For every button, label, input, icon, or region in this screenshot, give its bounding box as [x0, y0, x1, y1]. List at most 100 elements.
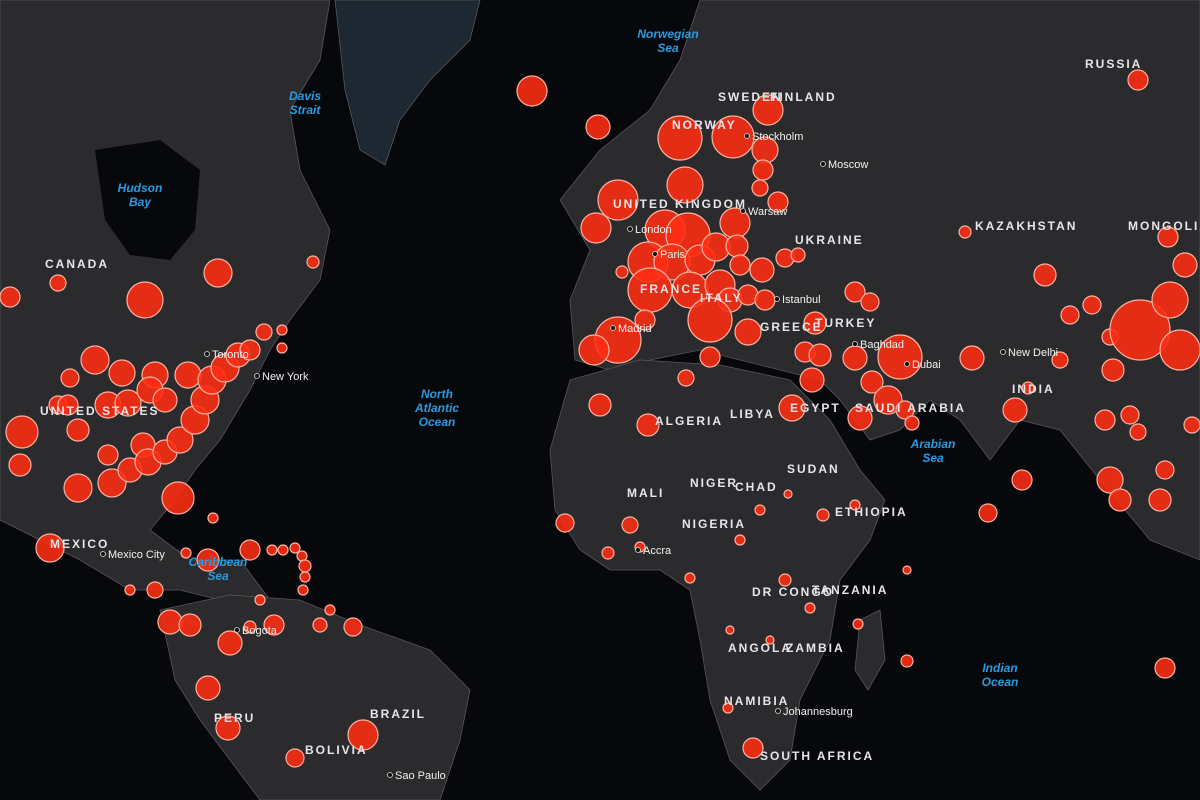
case-bubble[interactable] [666, 166, 704, 204]
case-bubble[interactable] [146, 581, 164, 599]
case-bubble[interactable] [783, 489, 793, 499]
case-bubble[interactable] [959, 345, 985, 371]
case-bubble[interactable] [1094, 409, 1116, 431]
case-bubble[interactable] [174, 361, 202, 389]
case-bubble[interactable] [752, 159, 774, 181]
case-bubble[interactable] [816, 508, 830, 522]
case-bubble[interactable] [877, 334, 923, 380]
case-bubble[interactable] [276, 324, 288, 336]
case-bubble[interactable] [1183, 416, 1200, 434]
case-bubble[interactable] [215, 715, 241, 741]
case-bubble[interactable] [1151, 281, 1189, 319]
case-bubble[interactable] [725, 625, 735, 635]
case-bubble[interactable] [80, 345, 110, 375]
case-bubble[interactable] [555, 513, 575, 533]
case-bubble[interactable] [161, 481, 195, 515]
case-bubble[interactable] [902, 565, 912, 575]
case-bubble[interactable] [621, 516, 639, 534]
case-bubble[interactable] [49, 274, 67, 292]
case-bubble[interactable] [289, 542, 301, 554]
case-bubble[interactable] [217, 630, 243, 656]
case-bubble[interactable] [8, 453, 32, 477]
case-bubble[interactable] [1011, 469, 1033, 491]
case-bubble[interactable] [239, 339, 261, 361]
case-bubble[interactable] [195, 675, 221, 701]
case-bubble[interactable] [306, 255, 320, 269]
case-bubble[interactable] [844, 281, 866, 303]
case-bubble[interactable] [752, 94, 784, 126]
case-bubble[interactable] [778, 394, 806, 422]
case-bubble[interactable] [66, 418, 90, 442]
case-bubble[interactable] [1127, 69, 1149, 91]
case-bubble[interactable] [57, 394, 79, 416]
case-bubble[interactable] [849, 499, 861, 511]
case-bubble[interactable] [126, 281, 164, 319]
case-bubble[interactable] [799, 367, 825, 393]
case-bubble[interactable] [729, 254, 751, 276]
case-bubble[interactable] [719, 207, 751, 239]
case-bubble[interactable] [299, 571, 311, 583]
case-bubble[interactable] [124, 584, 136, 596]
case-bubble[interactable] [114, 389, 142, 417]
case-bubble[interactable] [860, 370, 884, 394]
case-bubble[interactable] [804, 602, 816, 614]
case-bubble[interactable] [978, 503, 998, 523]
case-bubble[interactable] [1082, 295, 1102, 315]
case-bubble[interactable] [803, 311, 827, 335]
case-bubble[interactable] [585, 114, 611, 140]
case-bubble[interactable] [203, 258, 233, 288]
case-bubble[interactable] [900, 654, 914, 668]
case-bubble[interactable] [266, 544, 278, 556]
case-bubble[interactable] [1154, 657, 1176, 679]
case-bubble[interactable] [157, 609, 183, 635]
case-bubble[interactable] [578, 334, 610, 366]
case-bubble[interactable] [1109, 299, 1171, 361]
case-bubble[interactable] [684, 572, 696, 584]
case-bubble[interactable] [324, 604, 336, 616]
case-bubble[interactable] [636, 413, 660, 437]
case-bubble[interactable] [1060, 305, 1080, 325]
case-bubble[interactable] [1051, 351, 1069, 369]
case-bubble[interactable] [742, 737, 764, 759]
case-bubble[interactable] [152, 387, 178, 413]
case-bubble[interactable] [277, 544, 289, 556]
case-bubble[interactable] [749, 257, 775, 283]
case-bubble[interactable] [754, 289, 776, 311]
case-bubble[interactable] [297, 584, 309, 596]
case-bubble[interactable] [60, 368, 80, 388]
case-bubble[interactable] [847, 405, 873, 431]
case-bubble[interactable] [180, 547, 192, 559]
case-bubble[interactable] [347, 719, 379, 751]
case-bubble[interactable] [634, 309, 656, 331]
case-bubble[interactable] [588, 393, 612, 417]
case-bubble[interactable] [255, 323, 273, 341]
case-bubble[interactable] [207, 512, 219, 524]
case-bubble[interactable] [778, 573, 792, 587]
case-bubble[interactable] [108, 359, 136, 387]
case-bubble[interactable] [1108, 488, 1132, 512]
case-bubble[interactable] [243, 620, 257, 634]
case-bubble[interactable] [5, 415, 39, 449]
case-bubble[interactable] [754, 504, 766, 516]
case-bubble[interactable] [601, 546, 615, 560]
case-bubble[interactable] [516, 75, 548, 107]
case-bubble[interactable] [580, 212, 612, 244]
case-bubble[interactable] [904, 415, 920, 431]
case-bubble[interactable] [1120, 405, 1140, 425]
case-bubble[interactable] [751, 179, 769, 197]
case-bubble[interactable] [1155, 460, 1175, 480]
case-bubble[interactable] [767, 191, 789, 213]
case-bubble[interactable] [1148, 488, 1172, 512]
case-bubble[interactable] [677, 369, 695, 387]
case-bubble[interactable] [1096, 466, 1124, 494]
case-bubble[interactable] [1172, 252, 1198, 278]
case-bubble[interactable] [35, 533, 65, 563]
case-bubble[interactable] [873, 385, 903, 415]
case-bubble[interactable] [285, 748, 305, 768]
case-bubble[interactable] [97, 444, 119, 466]
case-bubble[interactable] [1157, 226, 1179, 248]
case-bubble[interactable] [1033, 263, 1057, 287]
case-bubble[interactable] [734, 318, 762, 346]
case-bubble[interactable] [298, 559, 312, 573]
